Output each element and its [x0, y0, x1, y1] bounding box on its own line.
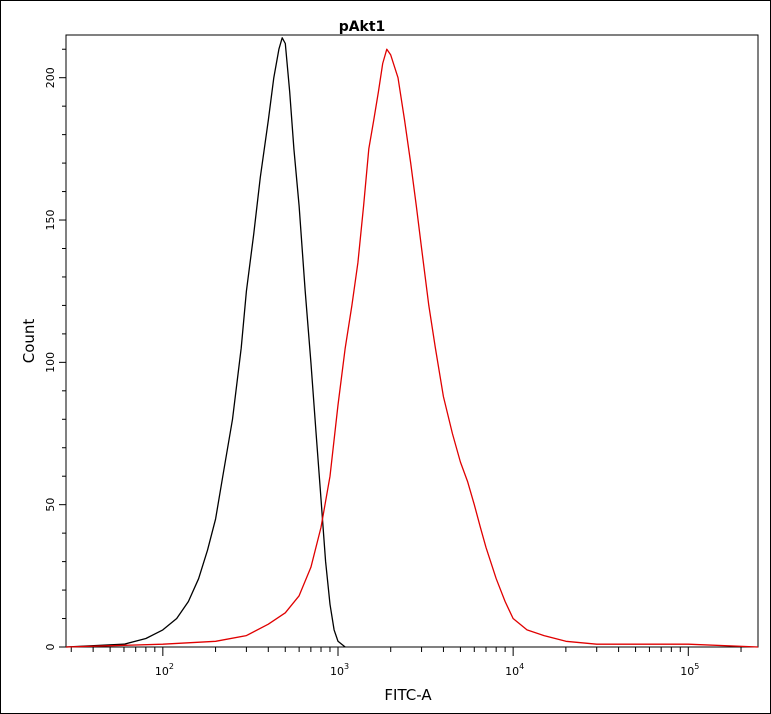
y-axis-label: Count	[20, 319, 38, 364]
series-line-2	[65, 48, 759, 648]
series-layer	[65, 37, 759, 648]
axis-ticks: 0 50 100 150 200 102 103 104 105	[44, 48, 742, 678]
series-line-1	[65, 37, 346, 648]
y-tick-label: 200	[44, 67, 57, 88]
y-tick-label: 100	[44, 352, 57, 373]
x-tick-label: 103	[330, 662, 349, 678]
y-tick-label: 0	[44, 644, 57, 651]
x-tick-label: 105	[680, 662, 699, 678]
x-tick-label: 102	[155, 662, 174, 678]
x-tick-label: 104	[505, 662, 524, 678]
plot-area	[65, 34, 759, 648]
chart-title: pAkt1	[339, 19, 386, 35]
y-tick-label: 50	[44, 498, 57, 512]
y-tick-label: 150	[44, 210, 57, 231]
x-axis-label: FITC-A	[384, 686, 432, 704]
